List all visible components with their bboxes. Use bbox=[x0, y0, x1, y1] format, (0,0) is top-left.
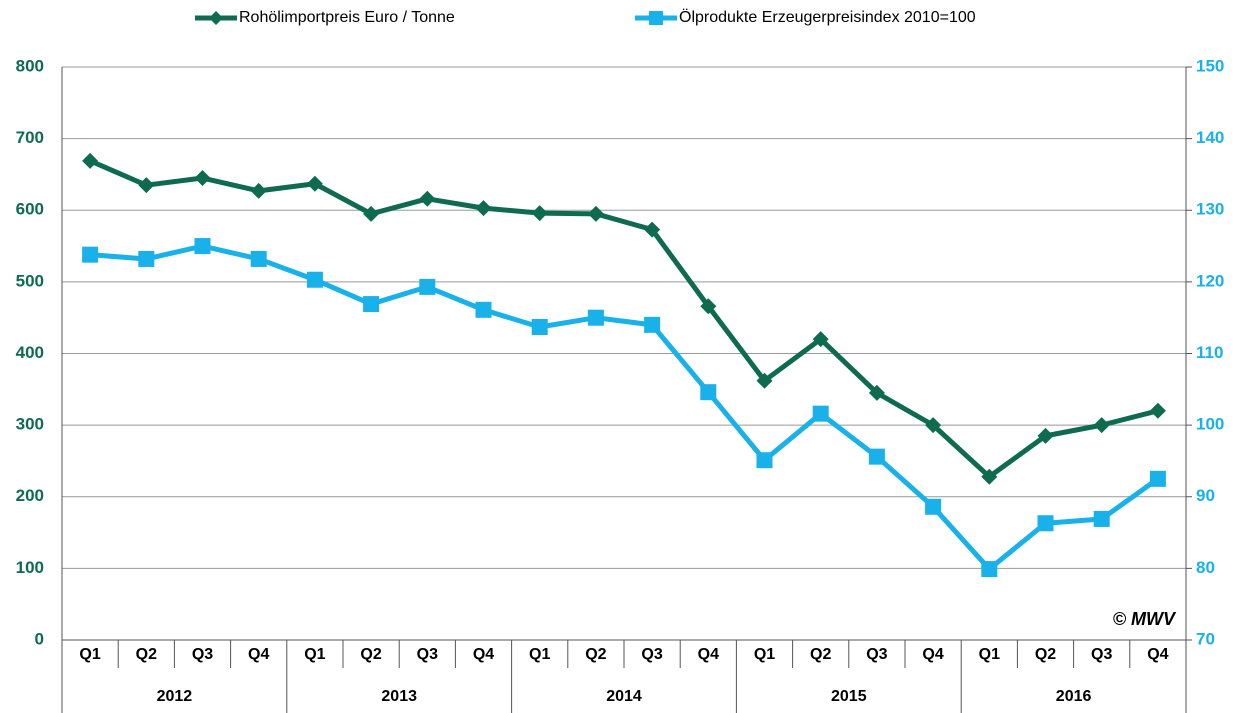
y-tick-label: 0 bbox=[35, 629, 44, 648]
x-tick-label: Q4 bbox=[922, 646, 943, 663]
marker bbox=[812, 331, 829, 348]
x-tick-label: Q2 bbox=[136, 646, 157, 663]
marker bbox=[644, 221, 661, 238]
x-tick-label: Q3 bbox=[417, 646, 438, 663]
x-group-label: 2016 bbox=[1056, 688, 1092, 705]
x-tick-label: Q4 bbox=[1147, 646, 1168, 663]
series-line bbox=[89, 158, 1159, 480]
y-tick-label: 600 bbox=[16, 200, 44, 219]
marker bbox=[82, 246, 99, 263]
marker bbox=[1093, 417, 1110, 434]
marker bbox=[1037, 515, 1054, 532]
marker bbox=[475, 301, 492, 318]
marker bbox=[812, 405, 829, 422]
x-tick-label: Q2 bbox=[1035, 646, 1056, 663]
x-tick-label: Q4 bbox=[248, 646, 269, 663]
marker bbox=[644, 316, 661, 333]
marker bbox=[756, 452, 773, 469]
marker bbox=[82, 152, 99, 169]
marker bbox=[306, 271, 323, 288]
marker bbox=[363, 205, 380, 222]
x-tick-label: Q3 bbox=[866, 646, 887, 663]
y2-tick-label: 140 bbox=[1196, 128, 1224, 147]
y-tick-label: 500 bbox=[16, 271, 44, 290]
marker bbox=[250, 182, 267, 199]
y2-tick-label: 130 bbox=[1196, 200, 1224, 219]
marker bbox=[925, 417, 942, 434]
x-tick-label: Q4 bbox=[473, 646, 494, 663]
marker bbox=[1149, 470, 1166, 487]
y-tick-label: 300 bbox=[16, 415, 44, 434]
x-group-label: 2015 bbox=[831, 688, 867, 705]
x-tick-label: Q4 bbox=[698, 646, 719, 663]
x-tick-label: Q1 bbox=[754, 646, 775, 663]
marker bbox=[531, 318, 548, 335]
x-tick-label: Q1 bbox=[979, 646, 1000, 663]
x-group-label: 2013 bbox=[381, 688, 417, 705]
x-tick-label: Q2 bbox=[810, 646, 831, 663]
marker bbox=[981, 468, 998, 485]
series-line bbox=[89, 243, 1160, 572]
y-tick-label: 700 bbox=[16, 128, 44, 147]
x-tick-label: Q3 bbox=[1091, 646, 1112, 663]
marker bbox=[138, 250, 155, 267]
y2-tick-label: 120 bbox=[1196, 271, 1224, 290]
marker bbox=[868, 448, 885, 465]
marker bbox=[700, 298, 717, 315]
marker bbox=[194, 170, 211, 187]
marker bbox=[419, 190, 436, 207]
marker bbox=[981, 561, 998, 578]
legend-label: Rohölimportpreis Euro / Tonne bbox=[239, 9, 455, 26]
marker bbox=[587, 309, 604, 326]
marker bbox=[587, 205, 604, 222]
x-tick-label: Q2 bbox=[360, 646, 381, 663]
y2-tick-label: 110 bbox=[1196, 343, 1223, 362]
marker bbox=[363, 296, 380, 313]
marker bbox=[1149, 402, 1166, 419]
x-tick-label: Q2 bbox=[585, 646, 606, 663]
marker bbox=[419, 278, 436, 295]
marker bbox=[138, 177, 155, 194]
marker bbox=[194, 238, 211, 255]
marker bbox=[475, 200, 492, 217]
x-tick-label: Q3 bbox=[641, 646, 662, 663]
marker bbox=[925, 498, 942, 515]
x-tick-label: Q1 bbox=[529, 646, 550, 663]
x-group-label: 2012 bbox=[157, 688, 193, 705]
marker bbox=[1037, 427, 1054, 444]
y2-tick-label: 70 bbox=[1196, 629, 1215, 648]
y-tick-label: 200 bbox=[16, 486, 44, 505]
y2-tick-label: 100 bbox=[1196, 415, 1224, 434]
marker bbox=[868, 384, 885, 401]
y2-tick-label: 90 bbox=[1196, 486, 1215, 505]
marker bbox=[306, 175, 323, 192]
legend-marker bbox=[649, 11, 663, 25]
y-tick-label: 100 bbox=[16, 558, 44, 577]
x-group-label: 2014 bbox=[606, 688, 642, 705]
x-tick-label: Q1 bbox=[79, 646, 100, 663]
x-tick-label: Q1 bbox=[304, 646, 325, 663]
marker bbox=[250, 250, 267, 267]
annotation: © MWV bbox=[1113, 609, 1177, 629]
marker bbox=[531, 205, 548, 222]
y2-tick-label: 150 bbox=[1196, 56, 1224, 75]
y-tick-label: 400 bbox=[16, 343, 44, 362]
legend-marker bbox=[209, 11, 223, 25]
marker bbox=[700, 384, 717, 401]
y2-tick-label: 80 bbox=[1196, 558, 1215, 577]
legend-label: Ölprodukte Erzeugerpreisindex 2010=100 bbox=[679, 8, 976, 26]
y-tick-label: 800 bbox=[16, 56, 44, 75]
marker bbox=[1093, 510, 1110, 527]
x-tick-label: Q3 bbox=[192, 646, 213, 663]
marker bbox=[756, 372, 773, 389]
